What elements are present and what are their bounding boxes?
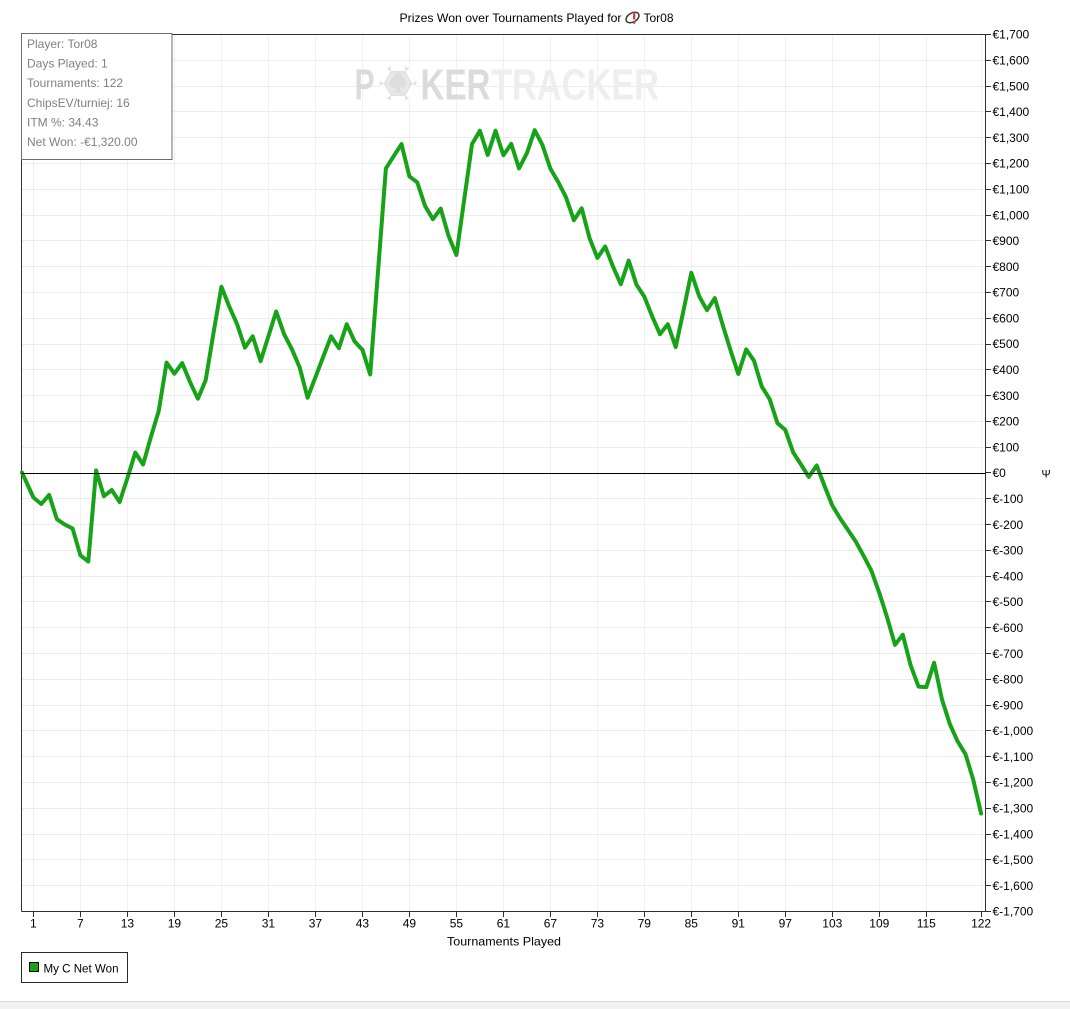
- svg-text:€-1,600: €-1,600: [993, 879, 1034, 893]
- svg-text:ITM %: 34.43: ITM %: 34.43: [27, 115, 99, 129]
- svg-text:€-1,100: €-1,100: [993, 750, 1034, 764]
- svg-text:115: 115: [917, 917, 936, 931]
- svg-text:Tournaments: 122: Tournaments: 122: [27, 76, 123, 90]
- svg-text:€-300: €-300: [993, 544, 1024, 558]
- svg-text:55: 55: [450, 917, 464, 931]
- svg-text:€300: €300: [993, 389, 1020, 403]
- svg-text:Tournaments Played: Tournaments Played: [447, 935, 561, 949]
- svg-text:Ψ: Ψ: [1042, 469, 1051, 481]
- svg-text:49: 49: [403, 917, 417, 931]
- svg-text:1: 1: [30, 917, 37, 931]
- svg-text:Net Won: -€1,320.00: Net Won: -€1,320.00: [27, 135, 138, 149]
- svg-text:Days Played: 1: Days Played: 1: [27, 57, 108, 71]
- svg-text:TRACKER: TRACKER: [491, 61, 659, 110]
- svg-text:€1,600: €1,600: [993, 54, 1030, 68]
- svg-text:€1,000: €1,000: [993, 208, 1030, 222]
- svg-text:31: 31: [262, 917, 276, 931]
- svg-text:91: 91: [732, 917, 746, 931]
- svg-text:€-1,000: €-1,000: [993, 724, 1034, 738]
- svg-text:€-700: €-700: [993, 647, 1024, 661]
- svg-text:€-1,700: €-1,700: [993, 905, 1034, 919]
- svg-text:€-1,300: €-1,300: [993, 802, 1034, 816]
- svg-text:109: 109: [869, 917, 889, 931]
- svg-text:19: 19: [168, 917, 182, 931]
- svg-text:67: 67: [544, 917, 558, 931]
- svg-text:€-1,400: €-1,400: [993, 827, 1034, 841]
- svg-text:€500: €500: [993, 337, 1020, 351]
- svg-text:61: 61: [497, 917, 511, 931]
- svg-text:€700: €700: [993, 286, 1020, 300]
- svg-text:97: 97: [779, 917, 793, 931]
- svg-text:€1,500: €1,500: [993, 79, 1030, 93]
- svg-text:€-100: €-100: [993, 492, 1024, 506]
- svg-text:43: 43: [356, 917, 370, 931]
- svg-text:KER: KER: [421, 61, 491, 110]
- svg-text:€-1,500: €-1,500: [993, 853, 1034, 867]
- svg-text:103: 103: [822, 917, 842, 931]
- svg-text:€-800: €-800: [993, 673, 1024, 687]
- svg-text:€-600: €-600: [993, 621, 1024, 635]
- svg-text:€-500: €-500: [993, 595, 1024, 609]
- svg-text:ChipsEV/turniej: 16: ChipsEV/turniej: 16: [27, 96, 130, 110]
- svg-text:€1,700: €1,700: [993, 28, 1030, 42]
- svg-text:€1,200: €1,200: [993, 157, 1030, 171]
- svg-text:13: 13: [121, 917, 135, 931]
- svg-text:122: 122: [971, 917, 991, 931]
- svg-text:€600: €600: [993, 311, 1020, 325]
- svg-text:€900: €900: [993, 234, 1020, 248]
- svg-text:7: 7: [77, 917, 84, 931]
- svg-text:79: 79: [638, 917, 652, 931]
- svg-text:€-400: €-400: [993, 569, 1024, 583]
- svg-text:€800: €800: [993, 260, 1020, 274]
- svg-text:€-200: €-200: [993, 518, 1024, 532]
- svg-text:€0: €0: [993, 466, 1007, 480]
- svg-text:€200: €200: [993, 415, 1020, 429]
- svg-text:37: 37: [309, 917, 323, 931]
- svg-text:€400: €400: [993, 363, 1020, 377]
- svg-text:€-1,200: €-1,200: [993, 776, 1034, 790]
- svg-text:€100: €100: [993, 440, 1020, 454]
- svg-text:My C Net Won: My C Net Won: [44, 962, 119, 976]
- svg-text:€1,400: €1,400: [993, 105, 1030, 119]
- svg-text:€1,100: €1,100: [993, 183, 1030, 197]
- svg-text:85: 85: [685, 917, 699, 931]
- svg-text:Player: Tor08: Player: Tor08: [27, 37, 98, 51]
- svg-text:€-900: €-900: [993, 698, 1024, 712]
- svg-text:Tor08: Tor08: [644, 11, 674, 25]
- svg-text:€1,300: €1,300: [993, 131, 1030, 145]
- svg-text:73: 73: [591, 917, 605, 931]
- svg-text:P: P: [355, 61, 375, 110]
- svg-text:25: 25: [215, 917, 229, 931]
- svg-text:Prizes Won over Tournaments Pl: Prizes Won over Tournaments Played for: [400, 11, 622, 25]
